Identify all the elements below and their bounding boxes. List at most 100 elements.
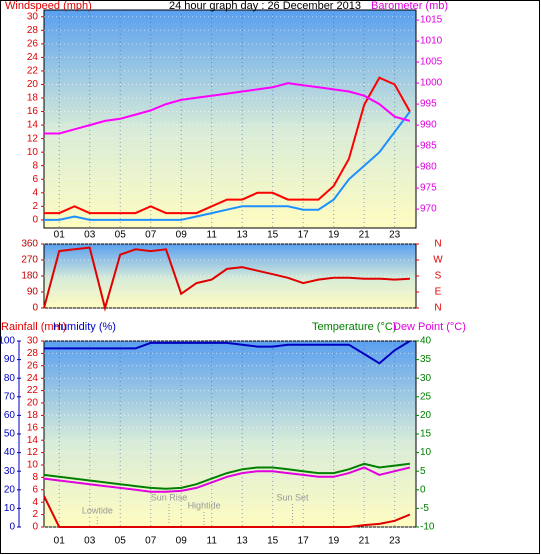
y3-tick-label: 50 bbox=[4, 429, 16, 440]
y2-tick-label: 1000 bbox=[420, 78, 443, 89]
y2-tick-label: 970 bbox=[420, 204, 437, 215]
y-tick-label: 12 bbox=[27, 447, 39, 458]
plot-area bbox=[43, 340, 417, 528]
x-tick-label: 15 bbox=[267, 536, 279, 547]
y3-tick-label: 0 bbox=[9, 522, 15, 533]
y-tick-label: 90 bbox=[27, 287, 39, 298]
y-tick-label: 6 bbox=[32, 174, 38, 185]
y-label: Windspeed (mph) bbox=[5, 0, 92, 12]
y-tick-label: 30 bbox=[27, 336, 39, 347]
y-tick-label: 22 bbox=[27, 385, 39, 396]
x-tick-label: 05 bbox=[115, 536, 127, 547]
x-tick-label: 13 bbox=[237, 230, 249, 241]
series-name: Rainfall (mm) bbox=[1, 321, 66, 333]
y2-tick-label: 1015 bbox=[420, 15, 443, 26]
y-tick-label: 4 bbox=[32, 497, 38, 508]
x-tick-label: 03 bbox=[84, 230, 96, 241]
y-tick-label: 30 bbox=[27, 11, 39, 22]
annotation: Sun Rise bbox=[151, 492, 188, 502]
series-line bbox=[43, 466, 411, 493]
x-tick-label: 07 bbox=[145, 536, 157, 547]
y2-tick-label: 40 bbox=[420, 336, 432, 347]
y2-tick-label: 15 bbox=[420, 429, 432, 440]
y2-tick-label: 35 bbox=[420, 354, 432, 365]
title: 24 hour graph day : 26 December 2013 bbox=[169, 0, 361, 12]
y2-tick-label: 985 bbox=[420, 141, 437, 152]
y3-tick-label: 80 bbox=[4, 373, 16, 384]
y2-tick-label: N bbox=[434, 303, 441, 314]
y3-tick-label: 10 bbox=[4, 503, 16, 514]
y2-tick-label: 1010 bbox=[420, 36, 443, 47]
x-tick-label: 21 bbox=[359, 230, 371, 241]
series-name: Humidity (%) bbox=[53, 321, 116, 333]
y3-tick-label: 40 bbox=[4, 447, 16, 458]
series-line bbox=[43, 246, 410, 312]
y-tick-label: 28 bbox=[27, 348, 39, 359]
y3-tick-label: 20 bbox=[4, 484, 16, 495]
x-tick-label: 13 bbox=[237, 536, 249, 547]
y2-tick-label: E bbox=[435, 287, 442, 298]
y2-tick-label: W bbox=[433, 255, 443, 266]
annotation: Lowtide bbox=[82, 505, 113, 515]
y2-label: Barometer (mb) bbox=[371, 0, 448, 12]
y3-tick-label: 70 bbox=[4, 391, 16, 402]
x-tick-label: 09 bbox=[176, 536, 188, 547]
y2-tick-label: 30 bbox=[420, 373, 432, 384]
x-tick-label: 01 bbox=[54, 536, 66, 547]
x-tick-label: 07 bbox=[145, 230, 157, 241]
y2-tick-label: 10 bbox=[420, 447, 432, 458]
y-tick-label: 270 bbox=[21, 255, 38, 266]
x-tick-label: 17 bbox=[298, 230, 310, 241]
y-tick-label: 14 bbox=[27, 435, 39, 446]
y-tick-label: 0 bbox=[32, 522, 38, 533]
x-tick-label: 23 bbox=[389, 230, 401, 241]
y-tick-label: 12 bbox=[27, 133, 39, 144]
y-tick-label: 26 bbox=[27, 38, 39, 49]
x-tick-label: 09 bbox=[176, 230, 188, 241]
y-tick-label: 16 bbox=[27, 422, 39, 433]
x-tick-label: 21 bbox=[359, 536, 371, 547]
x-tick-label: 11 bbox=[207, 536, 218, 547]
y-tick-label: 24 bbox=[27, 373, 39, 384]
series-line bbox=[44, 340, 411, 365]
x-tick-label: 19 bbox=[328, 230, 340, 241]
y2-tick-label: 25 bbox=[420, 391, 432, 402]
y-tick-label: 18 bbox=[27, 410, 39, 421]
y-tick-label: 18 bbox=[27, 93, 39, 104]
y3-tick-label: 90 bbox=[4, 354, 16, 365]
x-tick-label: 23 bbox=[389, 536, 401, 547]
y2-tick-label: -5 bbox=[420, 503, 429, 514]
plot-area bbox=[43, 9, 417, 229]
y2-tick-label: 980 bbox=[420, 162, 437, 173]
x-tick-label: 11 bbox=[207, 230, 218, 241]
annotation: Sun Set bbox=[276, 492, 309, 502]
y-tick-label: 6 bbox=[32, 484, 38, 495]
x-tick-label: 03 bbox=[84, 536, 96, 547]
y-tick-label: 10 bbox=[27, 460, 39, 471]
annotation: Hightide bbox=[188, 500, 221, 510]
y-tick-label: 14 bbox=[27, 120, 39, 131]
y-tick-label: 10 bbox=[27, 147, 39, 158]
series-line bbox=[44, 82, 411, 135]
series-line bbox=[44, 76, 411, 215]
y-tick-label: 16 bbox=[27, 106, 39, 117]
series-name: Temperature (°C) bbox=[312, 321, 396, 333]
y-tick-label: 2 bbox=[32, 509, 38, 520]
y-tick-label: 24 bbox=[27, 52, 39, 63]
y-tick-label: 28 bbox=[27, 25, 39, 36]
y-tick-label: 360 bbox=[21, 239, 38, 250]
y-tick-label: 20 bbox=[27, 398, 39, 409]
y2-tick-label: 20 bbox=[420, 410, 432, 421]
y3-tick-label: 60 bbox=[4, 410, 16, 421]
y2-tick-label: 0 bbox=[420, 484, 426, 495]
y3-tick-label: 100 bbox=[0, 336, 15, 347]
x-tick-label: 17 bbox=[298, 536, 310, 547]
y-tick-label: 0 bbox=[32, 215, 38, 226]
y-tick-label: 20 bbox=[27, 79, 39, 90]
y3-tick-label: 30 bbox=[4, 466, 16, 477]
y2-tick-label: 5 bbox=[420, 466, 426, 477]
series-line bbox=[43, 495, 411, 528]
y2-tick-label: N bbox=[434, 239, 441, 250]
y-tick-label: 2 bbox=[32, 201, 38, 212]
